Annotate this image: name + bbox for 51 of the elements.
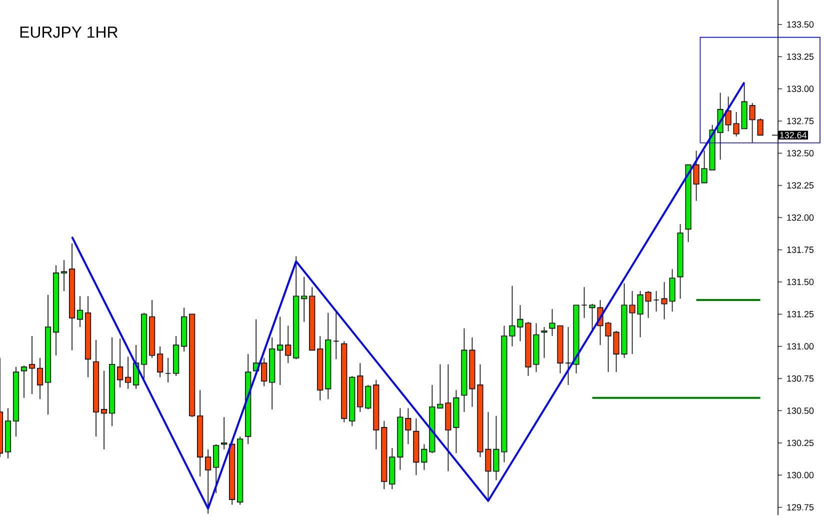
y-tick-label: 131.25 [787,310,814,318]
y-tick-label: 129.75 [787,504,814,510]
candlestick [101,370,108,450]
candlestick [333,310,340,360]
candlestick [541,326,548,358]
candlestick [509,285,516,347]
candlestick [757,118,764,136]
candlestick [277,316,284,386]
candlestick [165,358,172,383]
y-tick-label: 130.50 [787,408,814,414]
y-tick-label: 132.25 [787,182,814,189]
candlestick [157,346,164,378]
y-tick-label: 130.00 [787,472,814,478]
candlestick [36,358,44,400]
candlestick [725,96,732,132]
text: EURJPY 1HR [20,26,118,38]
candlestick [653,290,660,312]
candlestick [421,444,428,470]
candlestick [60,260,68,292]
candlestick [76,296,84,328]
candlestick [221,416,228,450]
y-tick-label: 130.25 [787,440,814,446]
candlestick [581,286,588,318]
candlestick [285,325,292,364]
candlestick [301,276,308,322]
candlestick [493,415,500,481]
y-tick-label: 131.50 [787,278,814,286]
y-tick-label: 130.75 [787,375,814,382]
candlestick [205,448,212,514]
y-tick-label: 132.75 [787,118,814,124]
y-tick-label: 133.00 [787,86,814,92]
candlestick [20,365,28,398]
candlestick [125,356,132,390]
y-tick-label: 131.75 [787,246,814,253]
candlestick [565,326,572,386]
y-tick-label: 132.00 [787,214,814,221]
y-tick-label: 133.50 [787,21,814,28]
y-tick-label: 132.50 [787,150,814,156]
candlestick [117,338,124,388]
candlestick [749,102,756,144]
candlestick [261,358,268,387]
candlestick [365,384,372,410]
ref-line-label: 132.64 [780,132,807,138]
candlestick [437,364,444,409]
candlestick [733,112,740,137]
y-tick-label: 133.25 [787,53,814,60]
candlestick [28,336,36,394]
candlestick [485,412,492,500]
candlestick [405,408,412,445]
candlestick [213,444,220,494]
y-tick-label: 131.00 [787,343,814,350]
